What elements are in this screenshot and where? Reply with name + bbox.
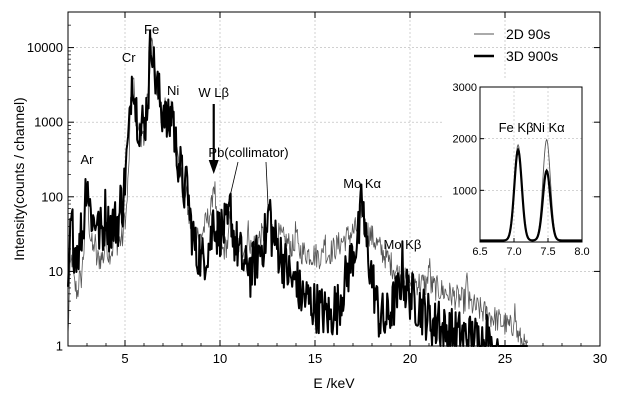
w-lbeta-arrow-head: [208, 160, 219, 174]
peak-label-mo-k-: Mo Kβ: [383, 237, 421, 252]
y-axis-title: Intensity(counts / channel): [11, 97, 27, 260]
x-tick-label: 10: [213, 351, 227, 366]
inset-background: [442, 78, 592, 267]
inset-peak-label-ni-k-: Ni Kα: [533, 120, 566, 135]
x-tick-label: 20: [403, 351, 417, 366]
main-annotations: Ar Cr Fe Ni W Lβ Pb(collimator) Mo Kα Mo Kβ: [81, 22, 422, 252]
series-line-3d-900s: [67, 29, 529, 347]
peak-label-pb-collimator-: Pb(collimator): [208, 145, 288, 160]
y-tick-label: 10: [49, 264, 63, 279]
x-tick-label: 15: [308, 351, 322, 366]
inset-series-line-3d-900s: [480, 147, 582, 242]
y-tick-label: 1: [56, 339, 63, 354]
main-series-group: [67, 29, 529, 347]
peak-label-ni: Ni: [167, 83, 179, 98]
x-tick-label: 5: [121, 351, 128, 366]
peak-label-fe: Fe: [144, 22, 159, 37]
y-tick-label: 100: [41, 189, 63, 204]
x-tick-label: 30: [593, 351, 607, 366]
inset-plot-frame: [479, 86, 583, 243]
legend-label-2d: 2D 90s: [506, 26, 550, 42]
pb-leader-line: [227, 161, 239, 206]
inset-x-tick-label: 8.0: [574, 246, 589, 258]
inset-x-tick-label: 7.5: [540, 246, 555, 258]
pb-leader-line: [265, 161, 269, 206]
peak-label-ar: Ar: [81, 152, 95, 167]
inset-y-tick-label: 3000: [453, 82, 477, 94]
legend: 2D 90s 3D 900s: [474, 26, 558, 64]
inset-y-tick-label: 2000: [453, 134, 477, 146]
inset-x-tick-label: 6.5: [472, 246, 487, 258]
peak-label-mo-k-: Mo Kα: [343, 176, 381, 191]
inset-chart: 6.5 7.0 7.5 8.0 1000 2000 3000 Fe Kβ Ni Kα: [442, 78, 592, 267]
x-axis-title: E /keV: [313, 375, 355, 391]
x-tick-label: 25: [498, 351, 512, 366]
y-tick-label: 10000: [27, 40, 63, 55]
main-axis-ticks: 5 10 15 20 25 30 1 10 100 1000 10000: [27, 11, 607, 366]
peak-label-cr: Cr: [122, 50, 136, 65]
inset-peak-label-fe-k-: Fe Kβ: [499, 120, 534, 135]
inset-x-tick-label: 7.0: [506, 246, 521, 258]
legend-label-3d: 3D 900s: [506, 48, 558, 64]
y-tick-label: 1000: [34, 115, 63, 130]
peak-label-w-l-: W Lβ: [198, 85, 229, 100]
inset-y-tick-label: 1000: [453, 185, 477, 197]
